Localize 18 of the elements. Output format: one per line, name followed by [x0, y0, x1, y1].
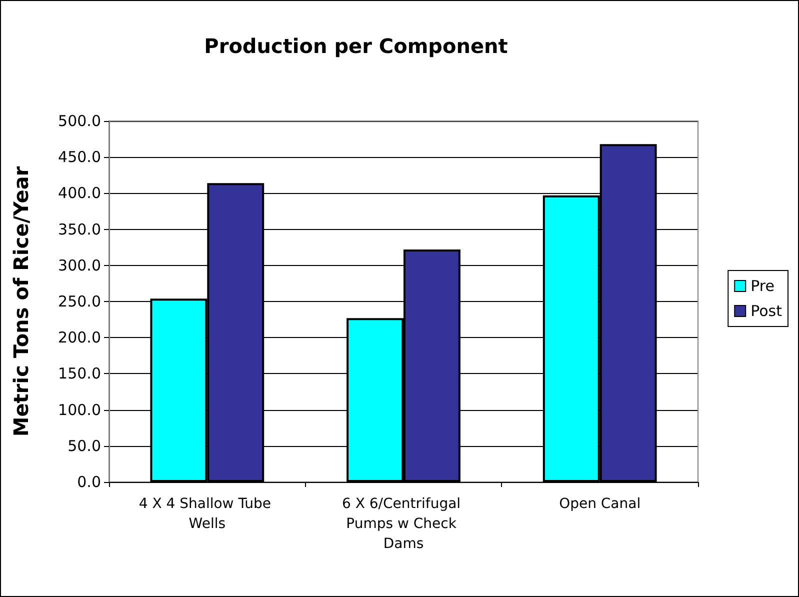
y-tick-label: 350.0: [58, 220, 101, 238]
legend-label: Post: [750, 302, 782, 320]
x-tick-label: 6 X 6/Centrifugal Pumps w Check Dams: [342, 496, 466, 552]
y-tick-label: 150.0: [58, 364, 101, 383]
chart-title: Production per Component: [204, 34, 508, 58]
y-tick-label: 250.0: [58, 292, 101, 310]
y-tick-label: 500.0: [58, 112, 101, 130]
x-tick-label: Open Canal: [559, 496, 641, 512]
y-tick-label: 400.0: [58, 184, 101, 202]
y-tick-label: 0.0: [77, 473, 101, 491]
y-tick-label: 50.0: [68, 436, 101, 455]
y-tick-label: 300.0: [58, 256, 101, 274]
y-tick-label: 200.0: [58, 328, 101, 347]
legend-label: Pre: [750, 277, 774, 295]
y-tick-label: 450.0: [58, 148, 101, 166]
y-axis-title: Metric Tons of Rice/Year: [9, 166, 33, 437]
x-tick-label: 4 X 4 Shallow Tube Wells: [138, 496, 276, 532]
y-tick-label: 100.0: [58, 400, 101, 419]
